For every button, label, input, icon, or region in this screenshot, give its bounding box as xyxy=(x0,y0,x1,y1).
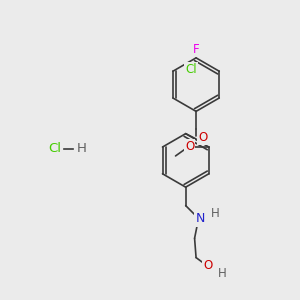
Text: H: H xyxy=(211,206,220,220)
Text: O: O xyxy=(198,131,207,144)
Text: F: F xyxy=(193,43,200,56)
Text: O: O xyxy=(203,259,213,272)
Text: Cl: Cl xyxy=(48,142,62,155)
Text: N: N xyxy=(196,212,205,226)
Text: H: H xyxy=(77,142,87,155)
Text: H: H xyxy=(218,267,226,280)
Text: Cl: Cl xyxy=(185,63,197,76)
Text: O: O xyxy=(185,140,194,153)
